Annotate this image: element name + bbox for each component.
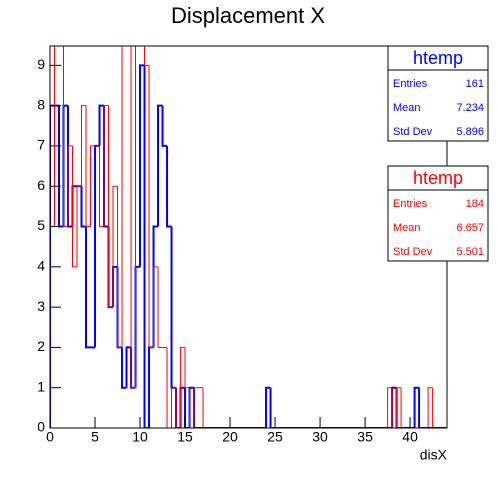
histogram-bin [108,105,114,308]
histogram-bin [144,46,150,66]
histogram-bin [193,387,199,428]
histogram-bin [180,346,186,428]
histogram-bin [98,104,105,146]
y-tick-label: 2 [37,338,45,354]
x-tick-label: 35 [357,429,373,445]
histogram-bin [152,225,159,348]
histogram-bin [418,387,424,428]
stats-label: Mean [393,102,421,114]
stats-title: htemp [413,168,463,188]
histogram-bin [157,104,163,227]
histogram-bin [432,387,438,428]
histogram-bin [71,185,78,227]
y-tick-label: 7 [37,137,45,153]
stats-box [387,45,489,142]
stats-value: 6.657 [456,222,484,234]
histogram-bin [63,46,69,228]
histogram-bin [395,387,402,428]
histogram-bin [130,46,136,389]
stats-box [387,165,489,262]
histogram-bin [396,387,402,428]
stats-value: 161 [466,78,484,90]
histogram-bin [99,145,105,228]
stats-value: 5.896 [456,126,484,138]
histogram-bin [189,387,195,428]
stats-title: htemp [413,48,463,68]
x-tick-label: 15 [177,429,193,445]
histogram-bin [139,64,145,267]
x-axis-label: disX [420,447,448,463]
histogram-bin [94,144,100,348]
histogram-bin [148,346,154,428]
stats-label: Entries [393,78,428,90]
x-tick-label: 10 [132,429,148,445]
histogram-bin [54,46,56,227]
histogram-bin [85,226,91,349]
stats-label: Std Dev [393,246,433,258]
histogram-bin [184,347,190,389]
histogram-bin [170,226,177,389]
histogram-bin [134,265,141,388]
x-tick-label: 25 [267,429,283,445]
stats-label: Mean [393,222,421,234]
histogram-bin [166,347,172,428]
histogram-bin [193,387,199,428]
histogram-bin [171,387,177,428]
histogram-bin [143,65,150,428]
histogram-bin [400,387,406,428]
histogram-bin [72,145,78,268]
histogram-bin [175,387,181,428]
histogram-bin [391,387,397,428]
chart-title: Displacement X [171,3,325,28]
y-tick-label: 4 [37,258,45,274]
histogram-bin [153,266,159,348]
histogram-bin [116,266,123,349]
histogram-bin [76,185,82,267]
histogram-bin [161,105,168,147]
stats-value: 5.501 [456,246,484,258]
y-tick-label: 8 [37,96,45,112]
x-tick-label: 30 [312,429,328,445]
histogram-bin [166,145,172,228]
histogram-bin [80,186,87,228]
histogram-bin [202,387,208,428]
y-tick-label: 3 [37,298,45,314]
histogram-bin [184,387,190,428]
x-tick-label: 40 [402,429,418,445]
y-tick-label: 0 [37,419,45,435]
stats-value: 184 [466,198,484,210]
histogram-bin [265,386,271,428]
y-tick-label: 9 [37,56,45,72]
histogram-bin [121,347,127,389]
stats-label: Std Dev [393,126,433,138]
histogram-bin [269,387,276,428]
histogram-bin [90,145,96,227]
y-tick-label: 1 [37,378,45,394]
histogram-bin [103,105,109,228]
histogram-bin [157,266,163,348]
histogram-bin [121,46,123,348]
histogram-bin [85,105,91,228]
histogram-bin [135,46,137,388]
histogram-bin [125,346,132,388]
x-tick-label: 0 [46,429,54,445]
y-tick-label: 5 [37,217,45,233]
histogram-bin [427,387,433,428]
histogram-bin [103,105,109,227]
x-tick-label: 20 [222,429,238,445]
plot-frame [49,45,448,429]
histogram-bin [148,65,154,348]
histogram-bin [413,386,420,428]
histogram-bin [81,105,87,187]
x-tick-label: 5 [91,429,99,445]
histogram-bin [67,145,73,227]
y-tick-label: 6 [37,177,45,193]
stats-label: Entries [393,198,428,210]
histogram-bin [117,186,123,348]
stats-value: 7.234 [456,102,484,114]
histogram-bin [112,185,118,308]
histogram-bin [387,387,393,428]
